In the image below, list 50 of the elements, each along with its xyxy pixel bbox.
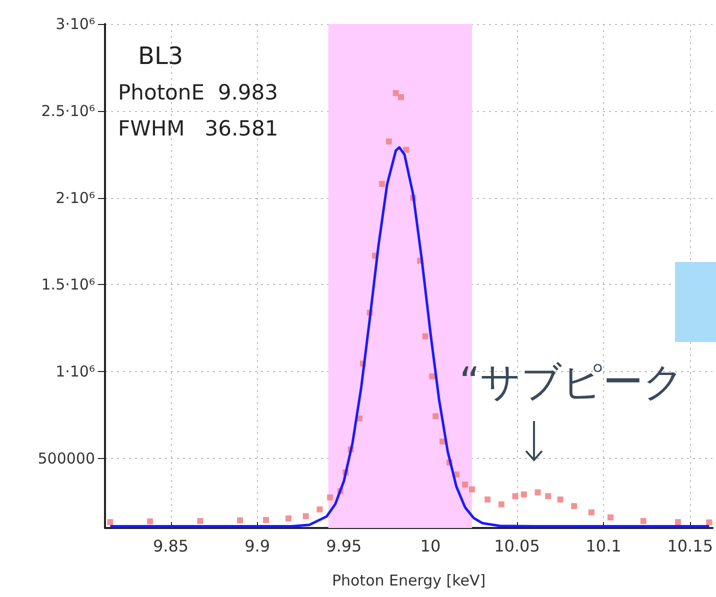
x-tick-label: 9.95 [326,536,362,556]
point [327,494,334,500]
point [520,491,527,498]
y-tick-label: 500000 [38,449,95,468]
annotation: FWHM 36.581 [118,116,278,140]
point [197,518,204,524]
point [107,519,114,526]
point [285,515,292,522]
point [386,138,392,144]
y-tick-label: 2.5·10⁶ [41,102,95,120]
y-tick-label: 2·10⁶ [56,188,95,207]
point [429,373,436,380]
point [706,519,712,526]
point [422,333,428,340]
point [316,506,323,512]
point [468,486,475,492]
point [674,519,681,526]
point [588,509,594,516]
y-tick-label: 1·10⁶ [56,362,95,381]
point [484,496,491,502]
x-tick-label: 9.9 [244,536,270,556]
x-tick-label: 9.85 [152,536,189,556]
point [512,493,518,500]
annotation: “サブピーク [459,359,684,406]
point [147,518,154,524]
point [378,180,385,187]
x-tick-label: 10 [420,536,441,556]
x-tick-label: 10.15 [667,536,714,556]
point [398,94,404,100]
point [237,517,244,524]
y-tick-label: 1.5·10⁶ [41,276,95,294]
x-axis-title: Photon Energy [keV] [332,572,486,590]
annotation: PhotonE 9.983 [118,80,278,104]
x-tick-label: 10.1 [586,536,622,556]
point [640,518,646,524]
point [557,496,564,502]
point [403,146,410,153]
point [498,501,504,508]
point [607,514,614,520]
x-tick-label: 10.05 [494,536,540,556]
point [545,493,552,500]
point [392,90,399,96]
point [302,513,309,520]
point [571,503,578,510]
point [462,482,468,488]
y-tick-label: 3·10⁶ [56,15,95,33]
point [262,517,269,524]
point [432,413,439,420]
annotation: BL3 [138,42,184,70]
point [534,489,541,496]
